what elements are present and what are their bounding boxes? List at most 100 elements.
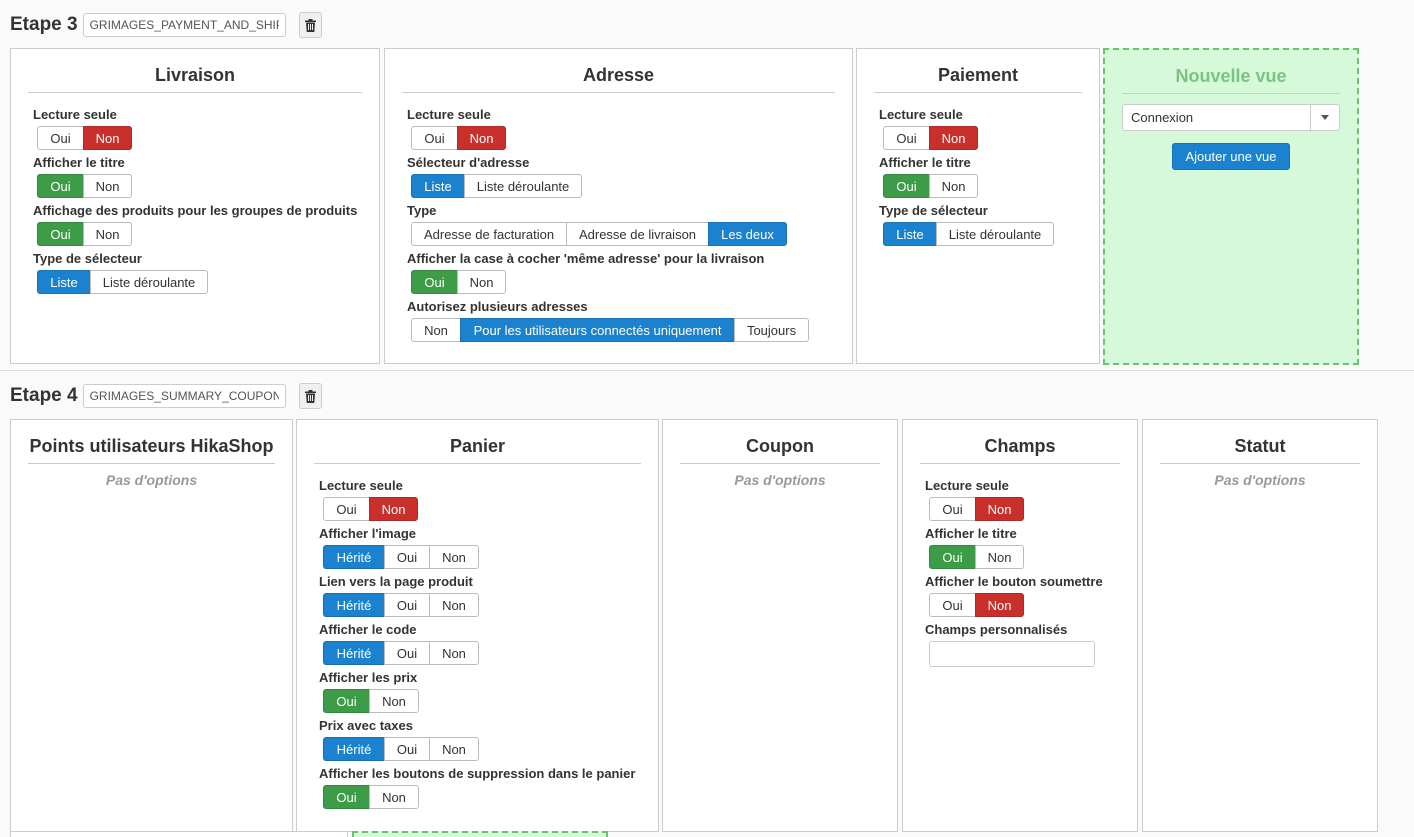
readonly-toggle: Oui Non bbox=[411, 126, 506, 150]
liste-deroulante-button[interactable]: Liste déroulante bbox=[464, 174, 582, 198]
step3-title: Etape 3 bbox=[10, 14, 78, 35]
readonly-toggle: Oui Non bbox=[37, 126, 132, 150]
option-label: Afficher le titre bbox=[925, 526, 1017, 541]
non-button[interactable]: Non bbox=[975, 545, 1024, 569]
caret-down-icon[interactable] bbox=[1310, 105, 1339, 130]
herite-button[interactable]: Hérité bbox=[323, 545, 385, 569]
non-button[interactable]: Non bbox=[369, 785, 419, 809]
oui-button[interactable]: Oui bbox=[929, 497, 976, 521]
non-button[interactable]: Non bbox=[429, 545, 479, 569]
oui-button[interactable]: Oui bbox=[323, 785, 370, 809]
option-label: Champs personnalisés bbox=[925, 622, 1068, 637]
herite-button[interactable]: Hérité bbox=[323, 737, 385, 761]
step3-name-input[interactable] bbox=[82, 13, 286, 37]
show-prices-toggle: Oui Non bbox=[323, 689, 419, 713]
points-panel: Points utilisateurs HikaShop Pas d'optio… bbox=[10, 419, 293, 832]
oui-button[interactable]: Oui bbox=[37, 174, 84, 198]
coupon-panel: Coupon Pas d'options bbox=[662, 419, 898, 832]
herite-button[interactable]: Hérité bbox=[323, 593, 385, 617]
step4-header: Etape 4 bbox=[10, 382, 322, 410]
liste-button[interactable]: Liste bbox=[37, 270, 91, 294]
champs-panel: Champs Lecture seule Oui Non Afficher le… bbox=[902, 419, 1138, 832]
facturation-button[interactable]: Adresse de facturation bbox=[411, 222, 567, 246]
non-button[interactable]: Non bbox=[429, 737, 479, 761]
herite-button[interactable]: Hérité bbox=[323, 641, 385, 665]
option-label: Afficher le code bbox=[319, 622, 417, 637]
option-label: Prix avec taxes bbox=[319, 718, 413, 733]
non-button[interactable]: Non bbox=[369, 497, 418, 521]
non-button[interactable]: Non bbox=[83, 126, 132, 150]
oui-button[interactable]: Oui bbox=[384, 545, 430, 569]
liste-button[interactable]: Liste bbox=[411, 174, 465, 198]
oui-button[interactable]: Oui bbox=[384, 593, 430, 617]
liste-deroulante-button[interactable]: Liste déroulante bbox=[936, 222, 1054, 246]
step-divider bbox=[0, 370, 1414, 371]
oui-button[interactable]: Oui bbox=[929, 545, 976, 569]
oui-button[interactable]: Oui bbox=[411, 270, 458, 294]
product-link-toggle: Hérité Oui Non bbox=[323, 593, 479, 617]
no-options-text: Pas d'options bbox=[734, 472, 826, 488]
oui-button[interactable]: Oui bbox=[883, 126, 930, 150]
option-label: Type de sélecteur bbox=[879, 203, 988, 218]
oui-button[interactable]: Oui bbox=[411, 126, 458, 150]
coupon-title: Coupon bbox=[680, 435, 880, 464]
step4-title: Etape 4 bbox=[10, 385, 78, 406]
show-title-toggle: Oui Non bbox=[883, 174, 978, 198]
custom-fields-input[interactable] bbox=[929, 641, 1095, 667]
non-button[interactable]: Non bbox=[83, 174, 132, 198]
oui-button[interactable]: Oui bbox=[323, 497, 370, 521]
non-button[interactable]: Non bbox=[457, 126, 506, 150]
non-button[interactable]: Non bbox=[411, 318, 461, 342]
non-button[interactable]: Non bbox=[429, 641, 479, 665]
non-button[interactable]: Non bbox=[457, 270, 506, 294]
livraison-title: Livraison bbox=[28, 64, 362, 93]
non-button[interactable]: Non bbox=[929, 126, 978, 150]
option-label: Type de sélecteur bbox=[33, 251, 142, 266]
option-label: Afficher la case à cocher 'même adresse'… bbox=[407, 251, 765, 266]
option-label: Lecture seule bbox=[319, 478, 403, 493]
non-button[interactable]: Non bbox=[429, 593, 479, 617]
non-button[interactable]: Non bbox=[929, 174, 978, 198]
oui-button[interactable]: Oui bbox=[323, 689, 370, 713]
show-image-toggle: Hérité Oui Non bbox=[323, 545, 479, 569]
statut-title: Statut bbox=[1160, 435, 1360, 464]
no-options-text: Pas d'options bbox=[1214, 472, 1306, 488]
option-label: Afficher l'image bbox=[319, 526, 417, 541]
new-view-panel: Nouvelle vue Connexion Ajouter une vue bbox=[1103, 48, 1359, 365]
livraison-button[interactable]: Adresse de livraison bbox=[566, 222, 709, 246]
option-label: Lecture seule bbox=[879, 107, 963, 122]
step3-delete-button[interactable] bbox=[298, 12, 322, 38]
view-select[interactable]: Connexion bbox=[1122, 104, 1340, 131]
oui-button[interactable]: Oui bbox=[929, 593, 976, 617]
les-deux-button[interactable]: Les deux bbox=[708, 222, 787, 246]
trash-icon bbox=[304, 389, 316, 403]
step4-name-input[interactable] bbox=[82, 384, 286, 408]
option-label: Autorisez plusieurs adresses bbox=[407, 299, 588, 314]
non-button[interactable]: Non bbox=[975, 497, 1024, 521]
oui-button[interactable]: Oui bbox=[37, 126, 84, 150]
connected-users-button[interactable]: Pour les utilisateurs connectés uniqueme… bbox=[460, 318, 735, 342]
non-button[interactable]: Non bbox=[83, 222, 132, 246]
oui-button[interactable]: Oui bbox=[384, 737, 430, 761]
champs-title: Champs bbox=[920, 435, 1120, 464]
liste-button[interactable]: Liste bbox=[883, 222, 937, 246]
partial-new-view-panel bbox=[352, 831, 608, 837]
option-label: Lien vers la page produit bbox=[319, 574, 473, 589]
liste-deroulante-button[interactable]: Liste déroulante bbox=[90, 270, 208, 294]
paiement-panel: Paiement Lecture seule Oui Non Afficher … bbox=[856, 48, 1100, 364]
toujours-button[interactable]: Toujours bbox=[734, 318, 809, 342]
oui-button[interactable]: Oui bbox=[883, 174, 930, 198]
no-options-text: Pas d'options bbox=[105, 472, 198, 488]
option-label: Lecture seule bbox=[33, 107, 117, 122]
add-view-button[interactable]: Ajouter une vue bbox=[1172, 143, 1290, 170]
step4-delete-button[interactable] bbox=[298, 383, 322, 409]
address-type-toggle: Adresse de facturation Adresse de livrai… bbox=[411, 222, 787, 246]
selector-type-toggle: Liste Liste déroulante bbox=[883, 222, 1054, 246]
oui-button[interactable]: Oui bbox=[37, 222, 84, 246]
non-button[interactable]: Non bbox=[369, 689, 419, 713]
points-title: Points utilisateurs HikaShop bbox=[28, 435, 275, 464]
show-title-toggle: Oui Non bbox=[929, 545, 1024, 569]
non-button[interactable]: Non bbox=[975, 593, 1024, 617]
oui-button[interactable]: Oui bbox=[384, 641, 430, 665]
readonly-toggle: Oui Non bbox=[323, 497, 418, 521]
